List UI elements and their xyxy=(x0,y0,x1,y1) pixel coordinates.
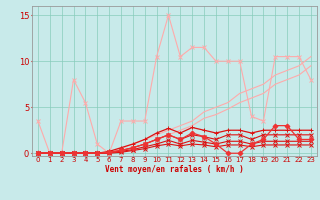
X-axis label: Vent moyen/en rafales ( km/h ): Vent moyen/en rafales ( km/h ) xyxy=(105,165,244,174)
